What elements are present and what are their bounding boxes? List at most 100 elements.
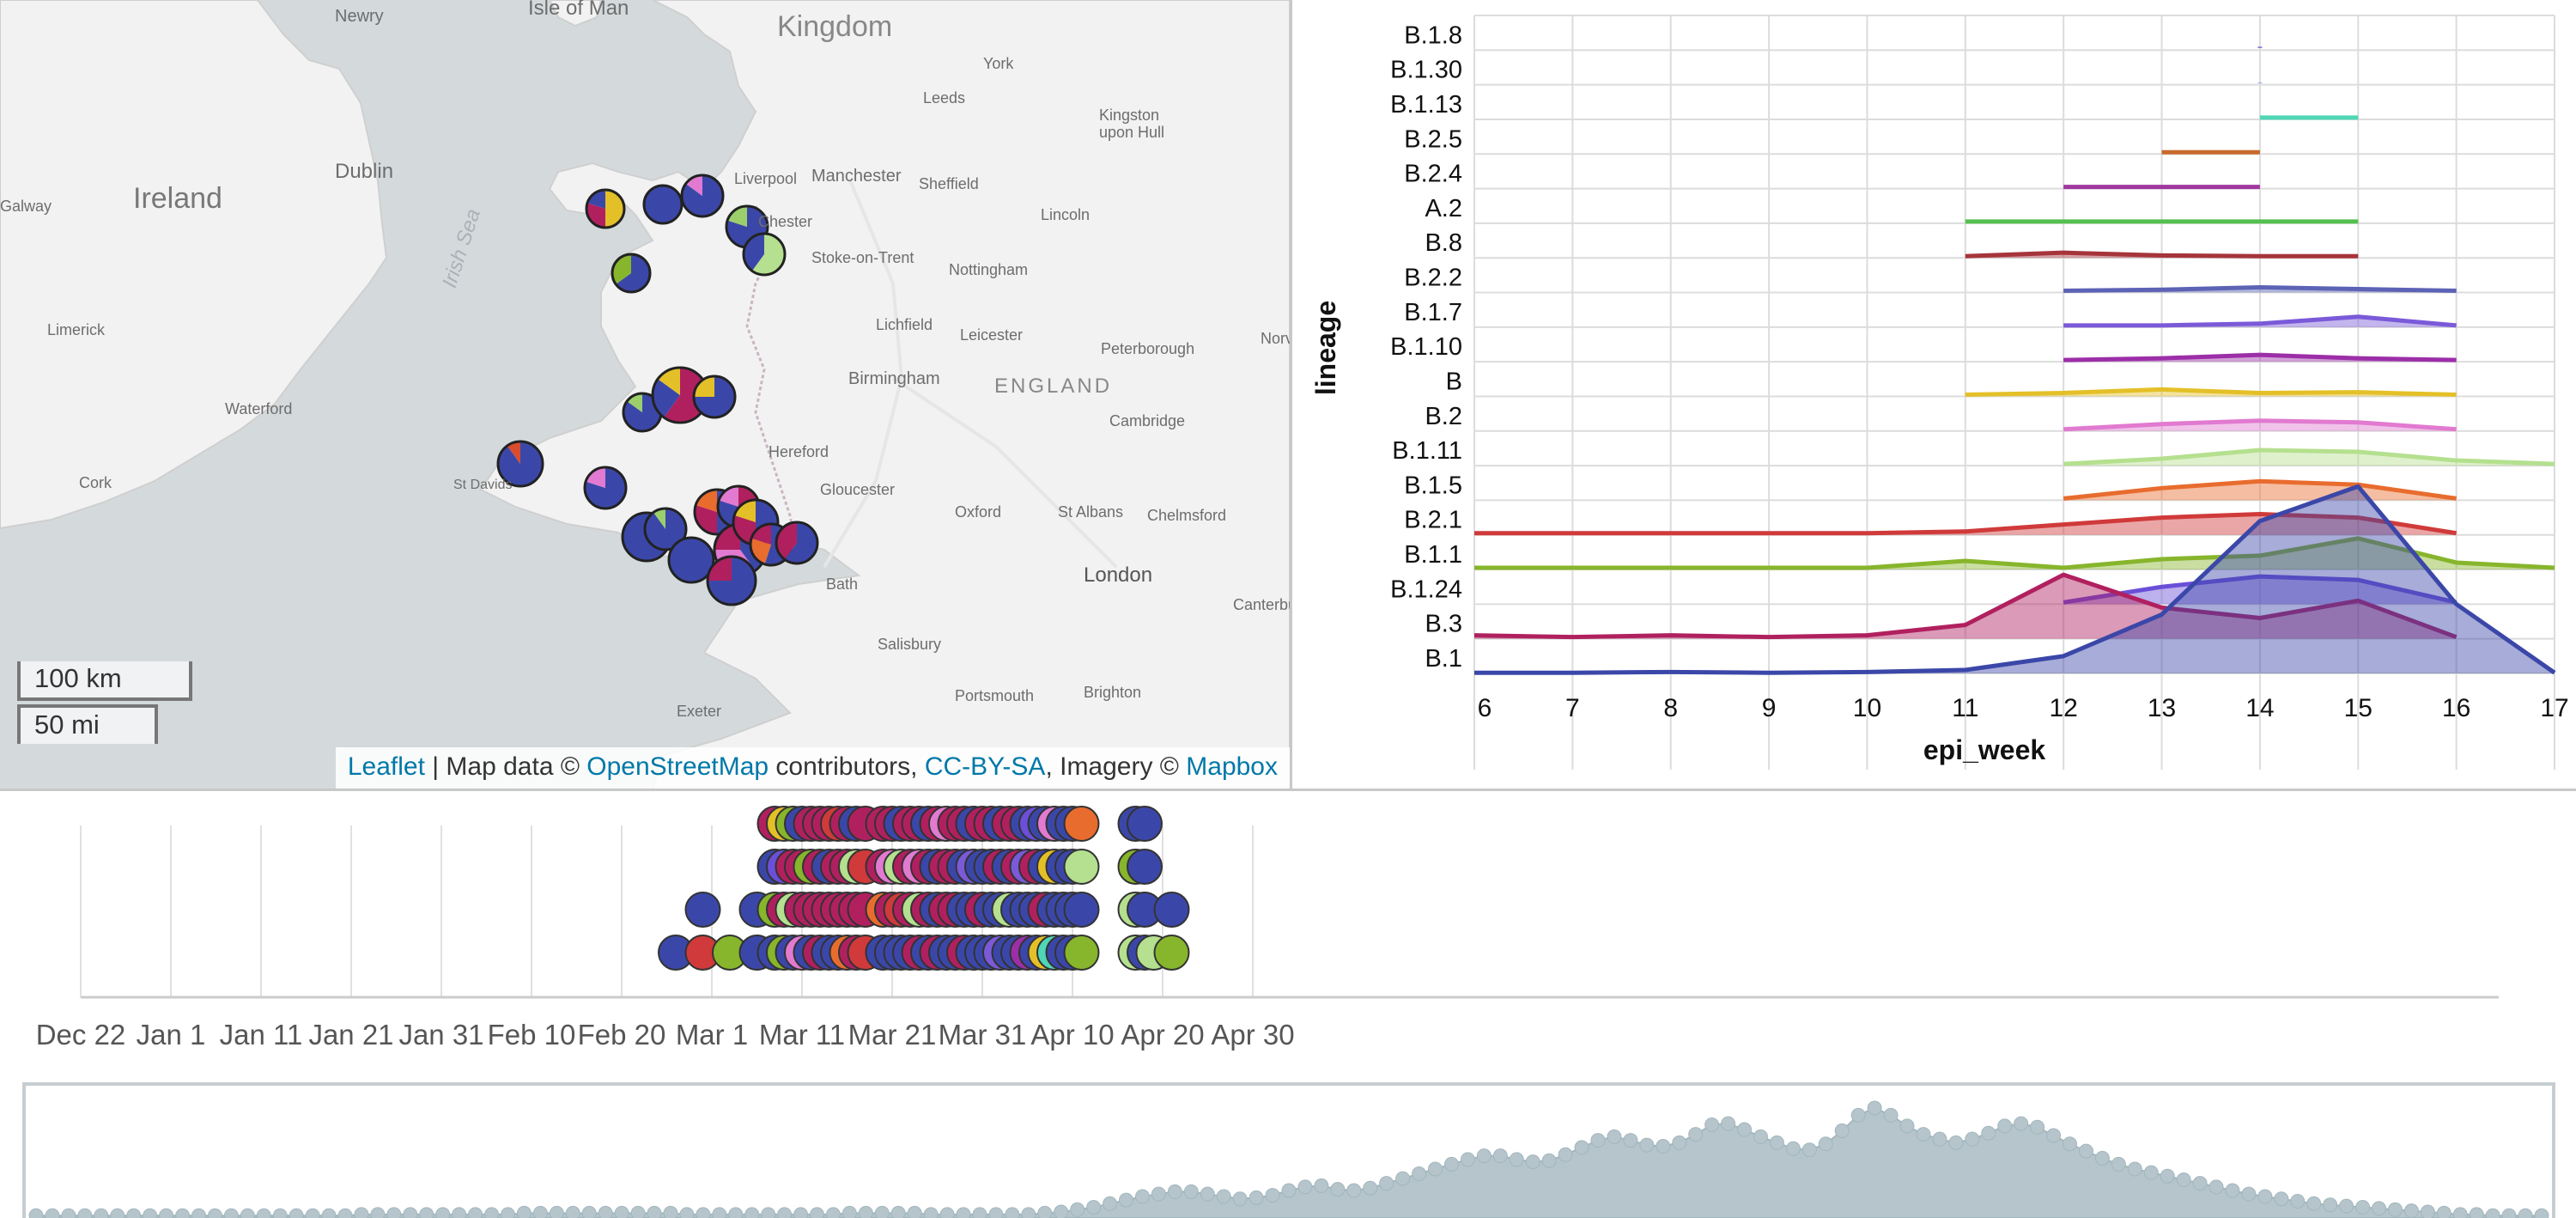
pie-slice: [644, 186, 682, 223]
brush-point: [1867, 1100, 1882, 1116]
brush-point: [452, 1207, 467, 1218]
pie-carmarthen[interactable]: [583, 466, 628, 510]
timeline-tick-label: Apr 30: [1211, 1019, 1294, 1051]
brush-point: [2534, 1208, 2549, 1218]
brush-point: [630, 1205, 646, 1218]
brush-point: [1232, 1191, 1248, 1207]
timeline-tick-label: Jan 11: [220, 1019, 303, 1051]
sample-dot[interactable]: [684, 892, 721, 928]
brush-point: [1314, 1178, 1329, 1193]
label-st-davids: St Davids: [453, 478, 513, 492]
ridge-area-B.1.24[interactable]: [2063, 576, 2457, 605]
sample-dot[interactable]: [1153, 935, 1190, 971]
wales-border: [745, 205, 800, 559]
pie-pembroke[interactable]: [496, 440, 544, 488]
pie-bangor[interactable]: [642, 184, 683, 225]
brush-point: [143, 1208, 158, 1218]
ridge-area-B.2.1[interactable]: [1474, 514, 2457, 535]
sample-dot[interactable]: [1063, 935, 1100, 971]
brush-point: [1785, 1141, 1801, 1156]
brush-point: [1476, 1148, 1492, 1164]
brush-point: [1103, 1196, 1118, 1211]
ridge-area-B.1.7[interactable]: [2063, 316, 2457, 327]
brush-point: [1249, 1190, 1264, 1205]
pie-slice: [498, 442, 544, 487]
lineage-ridgeline-chart: B.1.8 B.1.30 B.1.13 B.2.5 B.2.4 A.2 B.8 B.2.2 B.…: [1310, 15, 2569, 770]
sample-dot[interactable]: [1153, 892, 1190, 928]
x-tick-label: 17: [2540, 694, 2568, 722]
timeline-tick-label: Jan 21: [308, 1019, 393, 1051]
osm-link[interactable]: OpenStreetMap: [586, 752, 769, 781]
label-england: ENGLAND: [994, 375, 1113, 398]
brush-point: [2143, 1165, 2159, 1180]
pie-chester-pie[interactable]: [742, 232, 787, 277]
label-canterbury: Canterbur: [1233, 596, 1290, 613]
brush-point: [1558, 1147, 1573, 1162]
brush-point: [2518, 1208, 2533, 1218]
pie-slice: [727, 206, 747, 227]
timeline-tick-label: Dec 22: [36, 1019, 126, 1051]
ridge-line-B.1.1: [1474, 536, 2555, 570]
attribution-text-1: | Map data ©: [424, 752, 587, 781]
sample-dot[interactable]: [1063, 849, 1100, 885]
brush-point: [2030, 1119, 2045, 1135]
panel-divider-vertical: [1290, 0, 1292, 790]
pie-vale[interactable]: [706, 555, 757, 606]
brush-point: [939, 1207, 955, 1218]
date-brush-chart[interactable]: [0, 1074, 2576, 1218]
sample-timeline-chart: Dec 22 Jan 1 Jan 11 Jan 21 Jan 31 Feb 10 Feb 2…: [36, 806, 2499, 1051]
pie-monmouth[interactable]: [775, 521, 819, 565]
brush-point: [354, 1207, 369, 1218]
label-dublin: Dublin: [335, 160, 394, 183]
leaflet-link[interactable]: Leaflet: [347, 752, 425, 781]
lineage-label: B.1.11: [1392, 437, 1462, 465]
brush-point: [614, 1205, 629, 1218]
brush-point: [2420, 1204, 2435, 1218]
ridge-area-B.1.11[interactable]: [2063, 449, 2555, 466]
pie-powys-e[interactable]: [692, 375, 737, 419]
pie-bridgend[interactable]: [667, 536, 715, 584]
lineage-label: B.1.10: [1390, 333, 1462, 361]
brush-point: [907, 1205, 922, 1218]
ridge-area-B.1.1[interactable]: [1474, 538, 2555, 570]
brush-point: [1704, 1117, 1720, 1132]
pie-anglesey[interactable]: [585, 188, 626, 229]
mapbox-link[interactable]: Mapbox: [1186, 752, 1278, 781]
label-kingston: Kingston upon Hull: [1099, 107, 1165, 141]
timeline-tick-label: Jan 1: [137, 1019, 206, 1051]
sample-dot[interactable]: [1127, 806, 1163, 842]
brush-point: [1688, 1127, 1704, 1142]
ridge-area-B.3[interactable]: [1474, 575, 2457, 639]
label-oxford: Oxford: [955, 503, 1002, 521]
sample-dot[interactable]: [1063, 892, 1100, 928]
x-tick-labels: 6 7 8 9 10 11 12 13 14 15 16 17: [1478, 694, 2569, 722]
label-exeter: Exeter: [677, 703, 722, 720]
brush-point: [272, 1208, 288, 1218]
pie-slice: [695, 504, 717, 534]
cc-by-sa-link[interactable]: CC-BY-SA: [924, 752, 1046, 781]
pie-conwy[interactable]: [680, 174, 725, 218]
brush-point: [1801, 1142, 1817, 1158]
brush-point: [712, 1207, 727, 1218]
pie-powys[interactable]: [651, 366, 709, 424]
pie-gwynedd[interactable]: [611, 253, 652, 294]
brush-point: [1151, 1186, 1166, 1202]
sample-dot[interactable]: [1127, 849, 1163, 885]
map-panel[interactable]: Newry Isle of Man Kingdom York Leeds Kin…: [0, 0, 1290, 790]
brush-point: [2290, 1194, 2306, 1209]
label-chester: Chester: [758, 213, 813, 230]
basemap: [0, 0, 1290, 790]
attribution-text-2: contributors,: [769, 752, 925, 781]
ridge-area-B.1[interactable]: [1474, 486, 2555, 673]
sample-dot[interactable]: [1063, 806, 1100, 842]
brush-point: [598, 1205, 613, 1218]
brush-point: [777, 1207, 793, 1218]
isle-of-man-landmass: [548, 0, 603, 27]
x-tick-label: 13: [2148, 694, 2176, 722]
pie-aberystwyth[interactable]: [622, 392, 663, 433]
pie-neath[interactable]: [643, 507, 688, 551]
brush-point: [94, 1208, 109, 1218]
map-attribution: Leaflet | Map data © OpenStreetMap contr…: [335, 747, 1290, 790]
brush-point: [1346, 1183, 1362, 1198]
brush-point: [386, 1207, 402, 1218]
